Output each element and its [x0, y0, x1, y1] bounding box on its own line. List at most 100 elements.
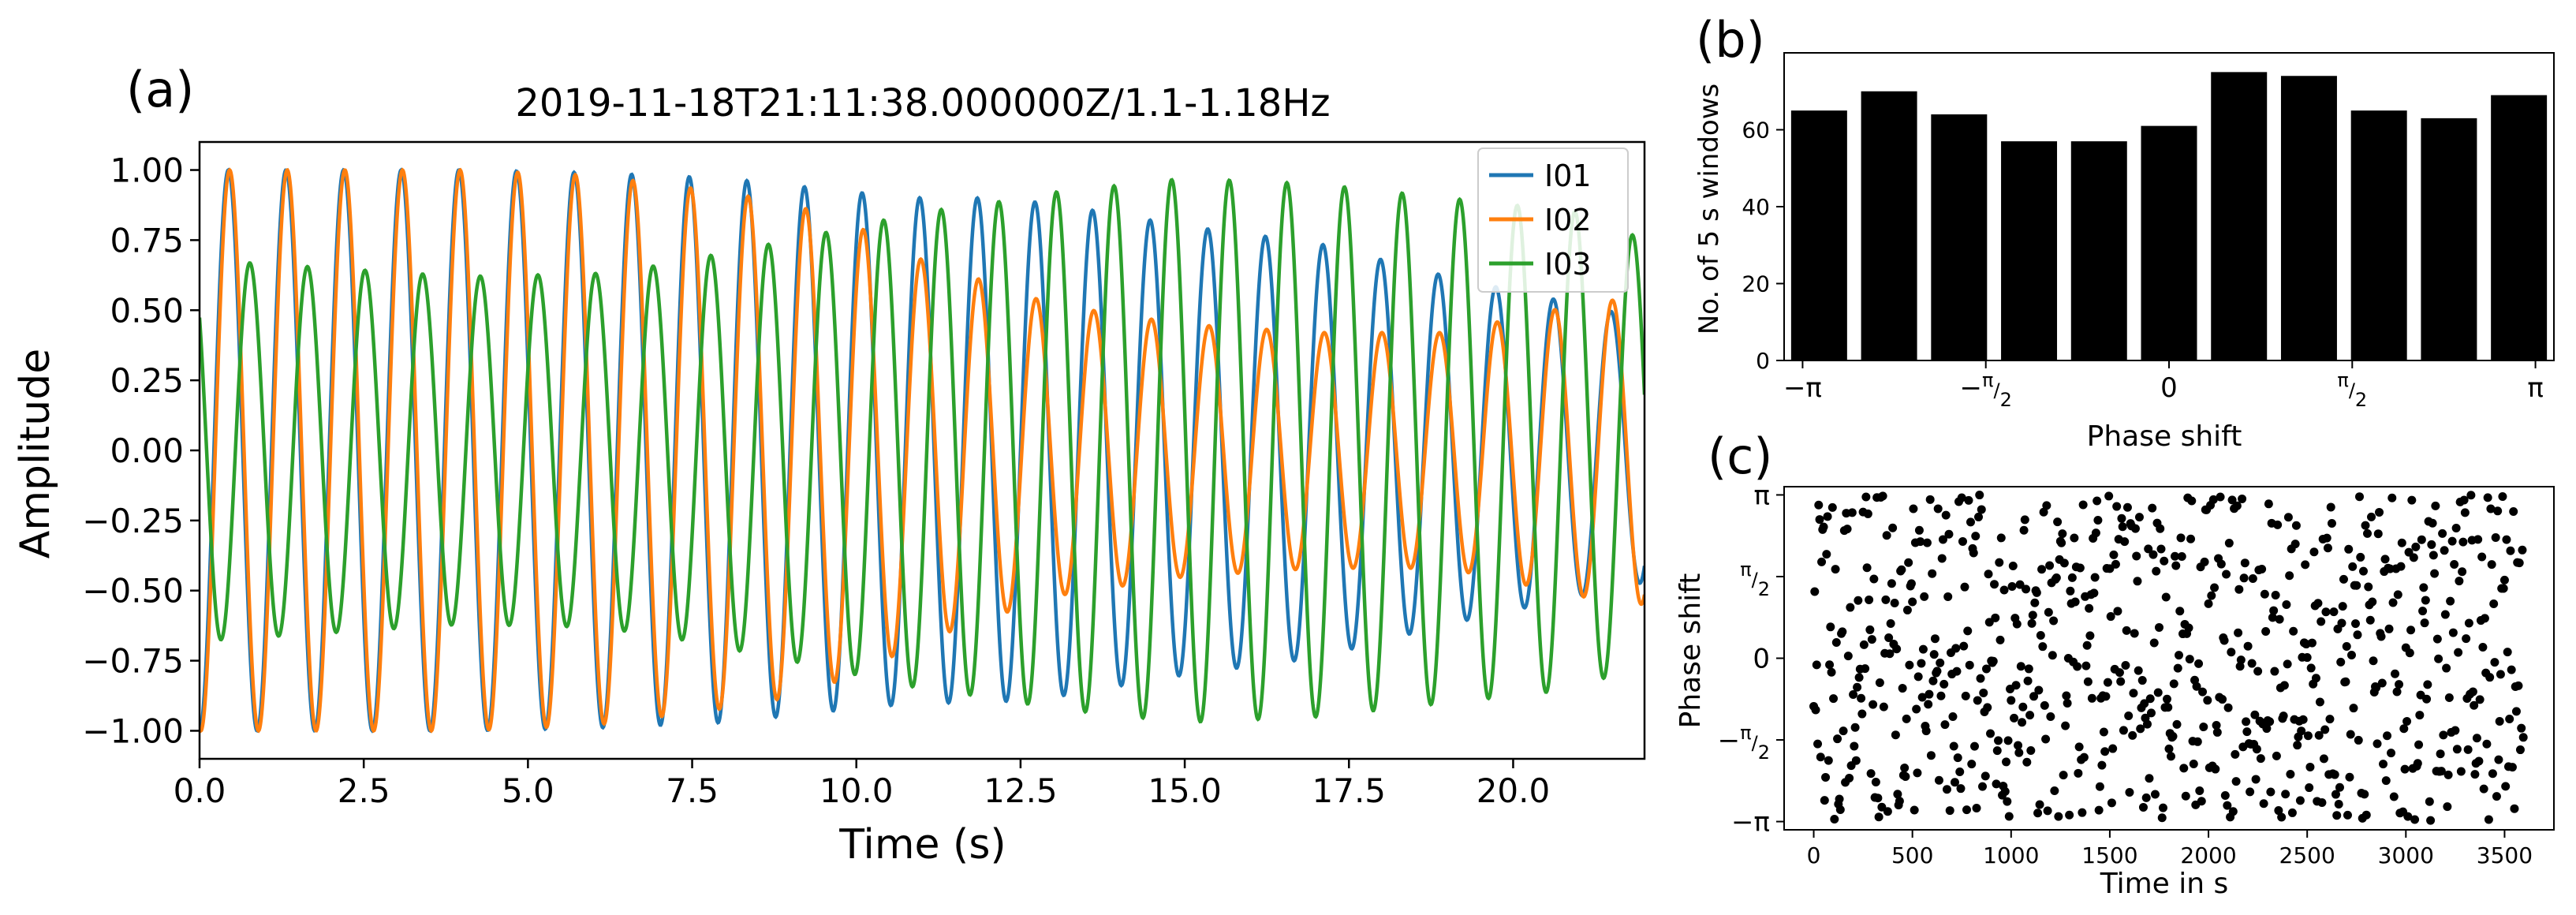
- scatter-point: [2418, 607, 2428, 616]
- scatter-point: [1958, 536, 1967, 546]
- scatter-point: [2474, 756, 2484, 766]
- panel-a-ytick-label: 0.75: [110, 221, 184, 260]
- scatter-point: [2501, 782, 2511, 791]
- scatter-point: [2301, 560, 2310, 570]
- scatter-point: [1975, 491, 1984, 500]
- scatter-point: [2320, 725, 2330, 734]
- scatter-point: [1815, 515, 1824, 525]
- scatter-point: [1873, 794, 1883, 803]
- scatter-point: [2448, 628, 2458, 637]
- scatter-point: [1854, 673, 1864, 682]
- panel-c-points: [1809, 491, 2528, 825]
- scatter-point: [2332, 811, 2342, 820]
- scatter-point: [2247, 659, 2257, 668]
- scatter-point: [1914, 525, 1924, 535]
- histogram-bar: [2421, 118, 2477, 360]
- scatter-point: [2279, 711, 2288, 721]
- scatter-point: [1966, 517, 1975, 527]
- scatter-point: [2321, 607, 2331, 617]
- scatter-point: [2322, 533, 2331, 543]
- scatter-point: [2109, 550, 2119, 559]
- scatter-point: [1999, 585, 2009, 595]
- scatter-point: [2184, 623, 2193, 633]
- scatter-point: [1926, 751, 1936, 760]
- scatter-point: [1939, 679, 1949, 689]
- scatter-point: [2259, 799, 2268, 809]
- scatter-point: [2218, 695, 2227, 704]
- scatter-point: [2198, 687, 2208, 697]
- scatter-point: [2238, 494, 2247, 503]
- scatter-point: [2354, 735, 2363, 745]
- scatter-point: [2361, 521, 2370, 530]
- scatter-point: [2081, 661, 2091, 670]
- scatter-point: [2511, 707, 2521, 716]
- scatter-point: [1991, 613, 2000, 622]
- scatter-point: [2286, 770, 2295, 779]
- scatter-point: [1942, 785, 1951, 794]
- scatter-point: [2105, 564, 2115, 573]
- scatter-point: [1863, 509, 1872, 518]
- scatter-point: [2018, 702, 2028, 711]
- scatter-point: [2227, 648, 2236, 657]
- histogram-bar: [1931, 114, 1988, 360]
- scatter-point: [2156, 524, 2165, 533]
- scatter-point: [2442, 663, 2451, 673]
- histogram-bar: [2491, 95, 2548, 360]
- scatter-point: [1908, 597, 1917, 607]
- scatter-point: [2242, 717, 2251, 726]
- scatter-point: [1839, 726, 1848, 736]
- scatter-point: [1995, 635, 2005, 644]
- scatter-point: [2485, 673, 2495, 682]
- scatter-point: [2470, 700, 2479, 710]
- scatter-point: [2283, 513, 2293, 522]
- scatter-point: [2466, 491, 2476, 500]
- scatter-point: [2450, 560, 2459, 570]
- scatter-point: [1842, 525, 1852, 534]
- scatter-point: [2029, 692, 2039, 701]
- scatter-point: [1835, 805, 1845, 815]
- scatter-point: [2059, 558, 2069, 568]
- scatter-point: [2044, 607, 2053, 617]
- panel-c-xtick-label: 2500: [2279, 842, 2335, 868]
- scatter-point: [2171, 561, 2181, 570]
- scatter-point: [2397, 538, 2406, 547]
- scatter-point: [2507, 665, 2516, 674]
- scatter-point: [2334, 800, 2343, 809]
- scatter-point: [2353, 630, 2362, 640]
- scatter-point: [1853, 682, 1862, 692]
- scatter-point: [1829, 694, 1839, 704]
- scatter-point: [2134, 666, 2143, 675]
- scatter-point: [1922, 538, 1932, 547]
- panel-b-xtick-label: −π/2: [1960, 369, 2012, 411]
- scatter-point: [2023, 676, 2033, 685]
- scatter-point: [2095, 782, 2104, 791]
- scatter-point: [1932, 667, 1942, 676]
- scatter-point: [2024, 664, 2033, 674]
- scatter-point: [2132, 551, 2141, 561]
- panel-c-xtick-label: 3000: [2378, 842, 2434, 868]
- scatter-point: [2167, 752, 2175, 761]
- scatter-point: [2499, 584, 2508, 593]
- scatter-point: [2456, 767, 2466, 776]
- scatter-point: [1961, 691, 1970, 700]
- panel-a-ytick-label: −0.25: [82, 502, 184, 540]
- scatter-point: [2234, 628, 2243, 637]
- scatter-point: [2061, 721, 2070, 730]
- scatter-point: [2046, 712, 2055, 721]
- scatter-point: [2355, 492, 2364, 502]
- scatter-point: [1850, 741, 1859, 751]
- scatter-point: [1827, 502, 1837, 512]
- scatter-point: [2396, 562, 2406, 571]
- scatter-point: [1910, 805, 1919, 815]
- panel-a-xtick-label: 2.5: [338, 771, 390, 810]
- scatter-point: [2515, 745, 2525, 755]
- scatter-point: [2232, 501, 2242, 510]
- scatter-point: [1823, 512, 1832, 521]
- panel-a-xtick-label: 12.5: [984, 771, 1058, 810]
- scatter-point: [2111, 559, 2120, 569]
- scatter-point: [2458, 537, 2468, 547]
- scatter-point: [1817, 557, 1827, 566]
- scatter-point: [2034, 685, 2044, 695]
- scatter-point: [2405, 648, 2414, 658]
- scatter-point: [1814, 500, 1824, 510]
